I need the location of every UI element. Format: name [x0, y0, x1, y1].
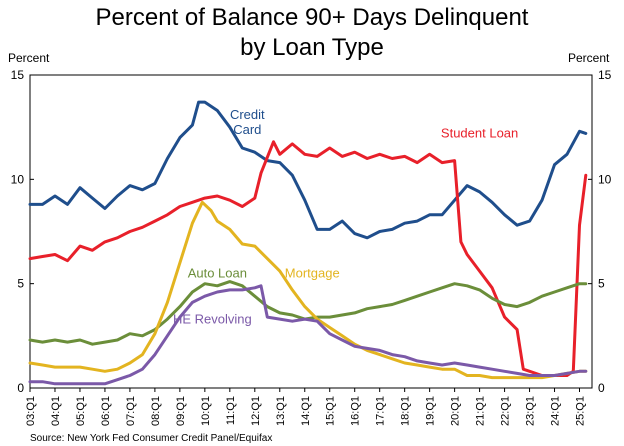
y-tick-label-right: 15	[598, 68, 612, 82]
y-tick-label-left: 0	[17, 381, 24, 395]
x-tick-label: 13:Q1	[275, 396, 287, 426]
credit-card-label: Card	[233, 122, 261, 137]
x-tick-label: 14:Q1	[300, 396, 312, 426]
left-y-axis: 0 5 10 15	[11, 68, 34, 395]
left-axis-unit-label: Percent	[8, 51, 50, 65]
y-tick-label-right: 10	[598, 172, 612, 186]
x-tick-label: 06:Q1	[100, 396, 112, 426]
he-revolving-label: HE Revolving	[173, 311, 252, 326]
y-tick-label-right: 5	[598, 277, 605, 291]
plot-frame	[29, 74, 593, 389]
x-axis: 03:Q1 04:Q1 05:Q1 06:Q1 07:Q1 08:Q1 09:Q1 10:Q1…	[25, 388, 587, 426]
x-tick-label: 09:Q1	[175, 396, 187, 426]
x-tick-label: 11:Q1	[225, 396, 237, 425]
x-tick-label: 25:Q1	[575, 396, 587, 426]
x-tick-label: 04:Q1	[50, 396, 62, 426]
x-tick-label: 18:Q1	[400, 396, 412, 426]
mortgage-line	[28, 200, 588, 380]
right-axis-unit-label: Percent	[568, 51, 610, 65]
auto-loan-label: Auto Loan	[188, 265, 247, 280]
credit-card-label: Credit	[230, 107, 265, 122]
mortgage-label: Mortgage	[285, 265, 340, 280]
x-tick-label: 10:Q1	[200, 396, 212, 426]
chart-title-line-2: by Loan Type	[240, 34, 384, 61]
student-loan-line	[28, 140, 588, 377]
x-tick-label: 12:Q1	[250, 396, 262, 426]
series-lines	[28, 100, 588, 386]
x-tick-label: 08:Q1	[150, 396, 162, 426]
x-tick-label: 03:Q1	[25, 396, 37, 426]
chart-title-line-1: Percent of Balance 90+ Days Delinquent	[96, 4, 529, 31]
x-tick-label: 21:Q1	[475, 396, 487, 426]
credit-card-line	[28, 100, 588, 240]
x-tick-label: 20:Q1	[450, 396, 462, 426]
x-tick-label: 16:Q1	[350, 396, 362, 426]
y-tick-label-right: 0	[598, 381, 605, 395]
source-note: Source: New York Fed Consumer Credit Pan…	[30, 433, 272, 444]
x-tick-label: 05:Q1	[75, 396, 87, 426]
student-loan-label: Student Loan	[441, 126, 518, 141]
x-tick-label: 15:Q1	[325, 396, 337, 426]
x-tick-label: 23:Q1	[525, 396, 537, 426]
x-tick-label: 07:Q1	[125, 396, 137, 426]
x-tick-label: 19:Q1	[425, 396, 437, 426]
y-tick-label-left: 10	[11, 172, 25, 186]
x-tick-label: 22:Q1	[500, 396, 512, 426]
y-tick-label-left: 15	[11, 68, 25, 82]
auto-loan-line	[28, 280, 588, 346]
right-y-axis: 0 5 10 15	[588, 68, 612, 395]
he-revolving-line	[28, 284, 588, 386]
y-tick-label-left: 5	[17, 277, 24, 291]
x-tick-label: 17:Q1	[375, 396, 387, 426]
x-tick-label: 24:Q1	[550, 396, 562, 426]
